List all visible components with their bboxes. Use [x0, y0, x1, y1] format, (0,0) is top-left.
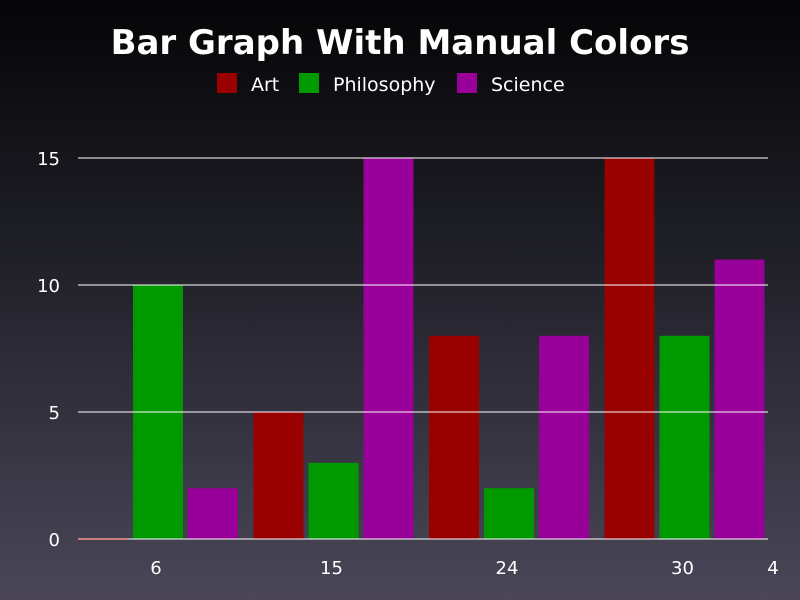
chart-legend: Art Philosophy Science [217, 73, 565, 96]
bar-science-6 [188, 488, 238, 539]
bars [78, 158, 765, 540]
bar-art-30 [604, 158, 655, 539]
y-axis: 0 5 10 15 [37, 149, 60, 551]
bar-art-24 [429, 335, 479, 539]
legend-label-art: Art [251, 74, 279, 96]
y-tick-label: 10 [37, 276, 60, 297]
x-tick-label: 6 [150, 558, 161, 579]
bar-science-15 [363, 158, 414, 539]
legend-label-science: Science [491, 74, 565, 96]
x-tick-label: 30 [671, 558, 694, 579]
y-tick-label: 5 [49, 403, 60, 424]
bar-science-24 [539, 335, 589, 539]
bar-science-30 [714, 259, 765, 539]
x-tick-label: 15 [320, 558, 343, 579]
chart-title: Bar Graph With Manual Colors [111, 23, 690, 63]
legend-swatch-art [217, 73, 237, 93]
y-tick-label: 15 [37, 149, 60, 170]
y-tick-label: 0 [49, 530, 60, 551]
x-tick-label: 24 [496, 558, 519, 579]
legend-swatch-philosophy [299, 73, 319, 93]
x-tick-label-end: 4 [767, 558, 778, 579]
legend-label-philosophy: Philosophy [333, 74, 436, 96]
grid-lines [78, 157, 768, 540]
bar-philosophy-30 [659, 335, 710, 539]
bar-philosophy-24 [484, 488, 534, 539]
bar-art-15 [253, 412, 304, 539]
legend-swatch-science [457, 73, 477, 93]
x-axis: 6 15 24 30 4 [150, 558, 778, 579]
bar-philosophy-15 [308, 462, 359, 539]
